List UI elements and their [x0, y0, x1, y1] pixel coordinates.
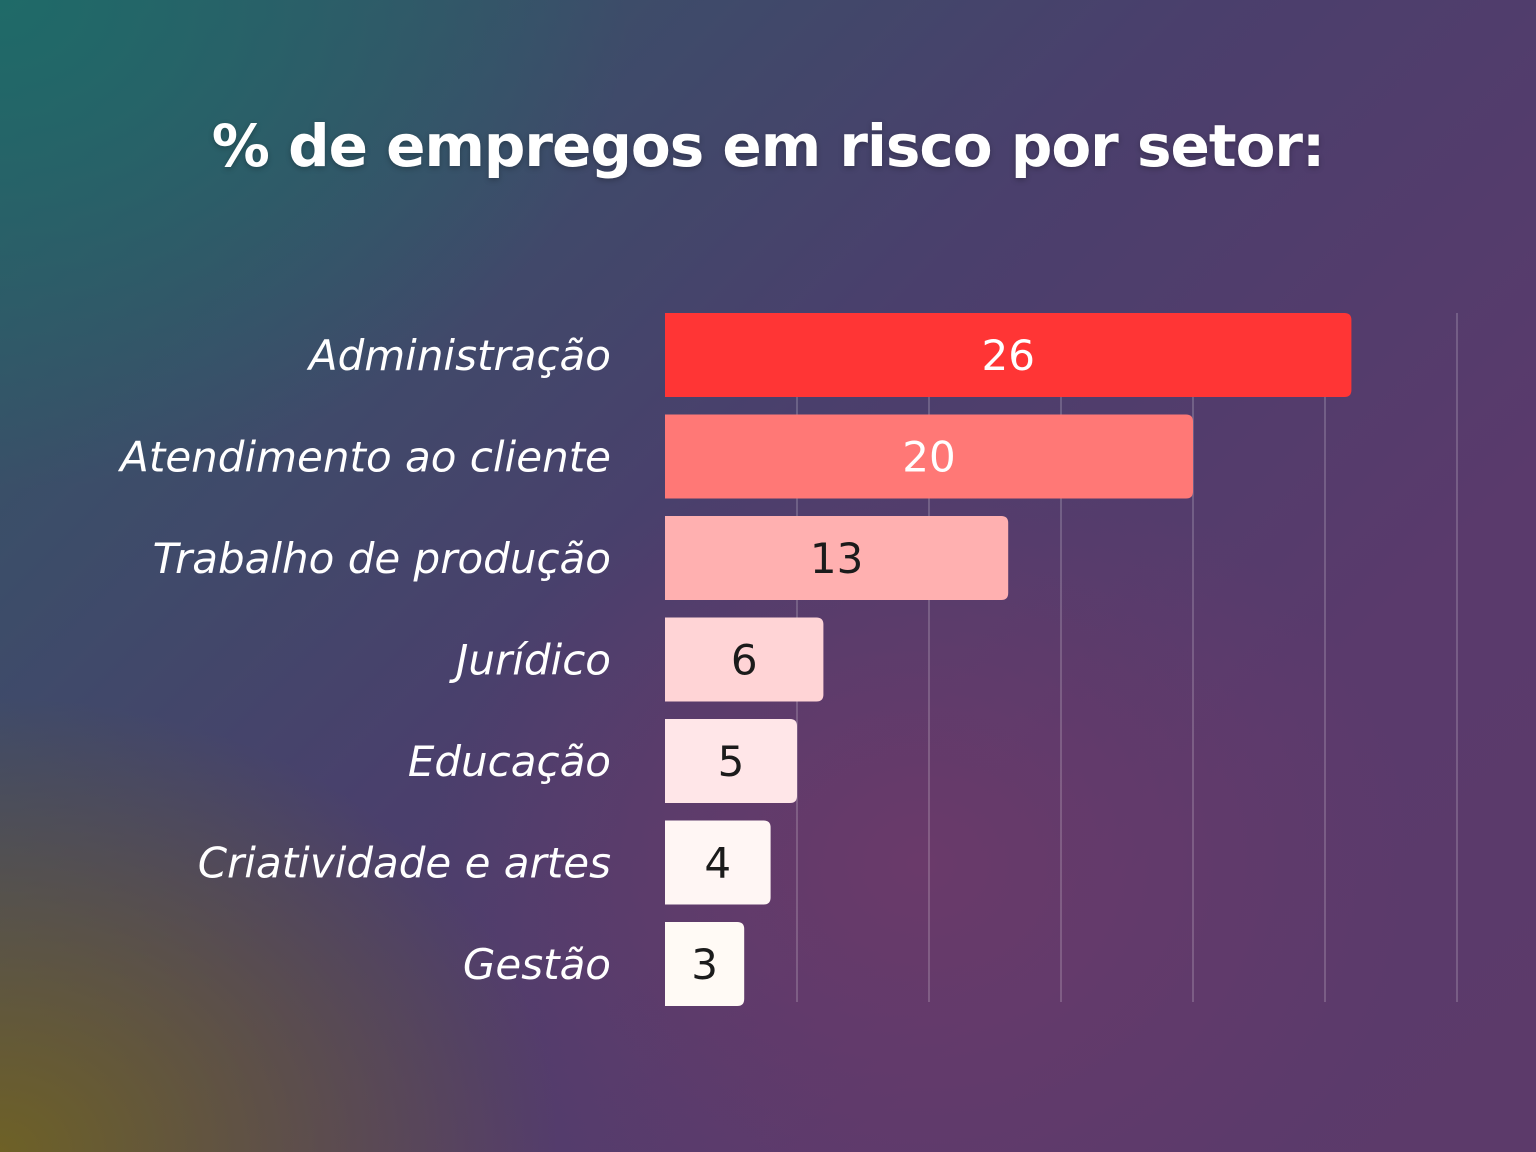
value-label: 6 — [731, 636, 758, 685]
category-labels: Administração Atendimento ao cliente Traba… — [117, 331, 611, 989]
category-label: Trabalho de produção — [153, 534, 611, 583]
value-label: 4 — [704, 839, 731, 888]
bar — [665, 414, 1193, 499]
bars — [665, 313, 1352, 1006]
category-label: Atendimento ao cliente — [117, 433, 611, 482]
bar — [665, 617, 824, 702]
value-label: 26 — [981, 331, 1034, 380]
bar — [665, 313, 1352, 397]
bar — [665, 516, 1009, 600]
value-labels: 26 20 13 6 5 4 3 — [691, 331, 1035, 989]
category-label: Gestão — [463, 940, 611, 989]
value-label: 20 — [902, 433, 955, 482]
bar — [665, 719, 797, 803]
bar — [665, 922, 745, 1006]
category-label: Educação — [408, 737, 611, 786]
category-label: Administração — [306, 331, 611, 380]
value-label: 3 — [691, 940, 718, 989]
bar — [665, 820, 771, 905]
category-label: Criatividade e artes — [198, 839, 611, 888]
category-label: Jurídico — [449, 636, 611, 685]
value-label: 13 — [810, 534, 863, 583]
chart-title: % de empregos em risco por setor: — [211, 112, 1325, 180]
value-label: 5 — [718, 737, 745, 786]
